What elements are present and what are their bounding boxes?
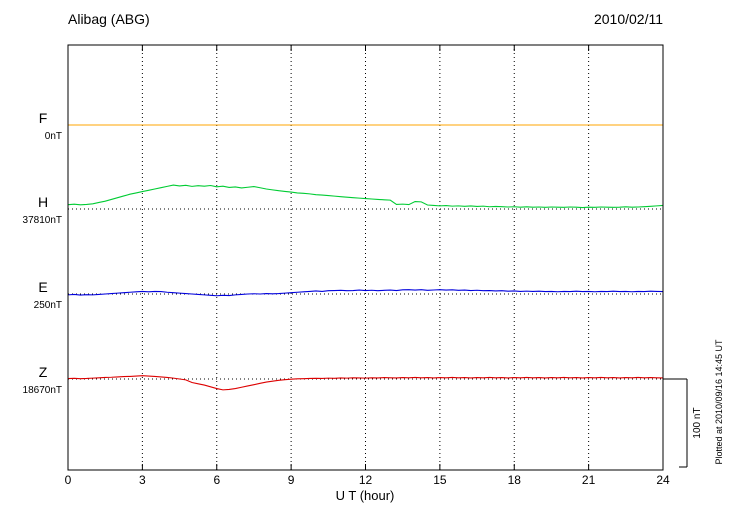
x-tick-0: 0 — [65, 473, 72, 487]
series-baseline-h: 37810nT — [23, 215, 62, 226]
series-baseline-e: 250nT — [34, 300, 62, 311]
x-axis-title: U T (hour) — [336, 488, 395, 503]
x-tick-12: 12 — [359, 473, 373, 487]
x-tick-15: 15 — [433, 473, 447, 487]
x-tick-9: 9 — [288, 473, 295, 487]
series-label-z: Z — [39, 364, 48, 380]
series-baseline-f: 0nT — [45, 131, 62, 142]
x-tick-18: 18 — [508, 473, 522, 487]
x-tick-24: 24 — [656, 473, 670, 487]
chart-layer — [67, 45, 664, 470]
series-label-f: F — [39, 110, 48, 126]
date-label: 2010/02/11 — [594, 11, 663, 27]
x-tick-21: 21 — [582, 473, 596, 487]
series-label-h: H — [38, 194, 48, 210]
x-tick-3: 3 — [139, 473, 146, 487]
scale-bar-label: 100 nT — [692, 407, 703, 438]
x-tick-6: 6 — [213, 473, 220, 487]
station-title: Alibag (ABG) — [68, 11, 150, 27]
series-label-e: E — [38, 279, 47, 295]
plotted-at-note: Plotted at 2010/09/16 14:45 UT — [714, 339, 724, 465]
trace-h — [67, 184, 664, 209]
trace-e — [67, 289, 664, 297]
trace-z — [67, 375, 664, 391]
series-baseline-z: 18670nT — [23, 385, 62, 396]
plot-frame — [67, 44, 664, 471]
